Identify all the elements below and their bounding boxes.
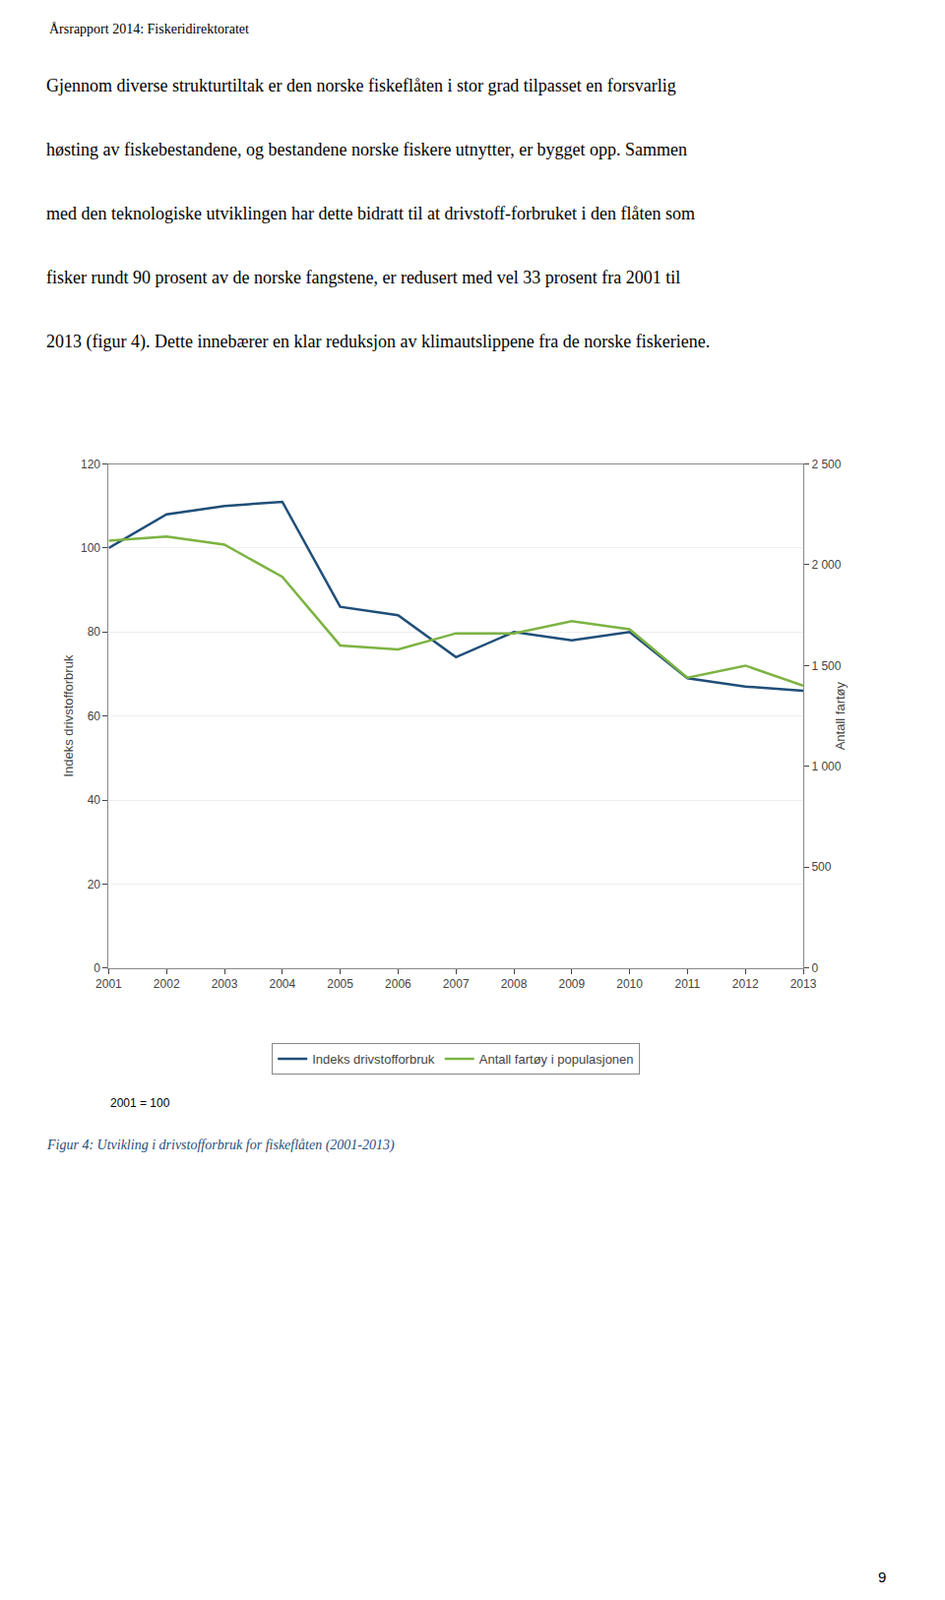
svg-text:Indeks drivstofforbruk: Indeks drivstofforbruk bbox=[61, 654, 76, 778]
svg-text:2003: 2003 bbox=[211, 977, 239, 992]
svg-text:Gjennom diverse strukturtiltak: Gjennom diverse strukturtiltak er den no… bbox=[46, 75, 677, 96]
svg-text:2005: 2005 bbox=[326, 977, 354, 992]
svg-text:2009: 2009 bbox=[558, 977, 585, 992]
svg-text:2001 = 100: 2001 = 100 bbox=[110, 1096, 171, 1111]
svg-text:2006: 2006 bbox=[384, 977, 412, 992]
svg-text:2001: 2001 bbox=[95, 977, 123, 992]
svg-text:500: 500 bbox=[811, 860, 831, 875]
svg-text:Antall fartøy: Antall fartøy bbox=[833, 681, 849, 751]
svg-text:0: 0 bbox=[811, 961, 819, 976]
svg-text:2013: 2013 bbox=[790, 977, 818, 992]
svg-text:40: 40 bbox=[87, 793, 102, 808]
svg-text:2008: 2008 bbox=[501, 977, 528, 992]
svg-text:Figur 4: Utvikling i drivstoff: Figur 4: Utvikling i drivstofforbruk for… bbox=[46, 1137, 395, 1154]
svg-text:2002: 2002 bbox=[153, 977, 181, 992]
svg-text:Indeks drivstofforbruk: Indeks drivstofforbruk bbox=[312, 1052, 436, 1068]
svg-text:med den teknologiske utvikling: med den teknologiske utviklingen har det… bbox=[46, 203, 695, 224]
svg-text:1 000: 1 000 bbox=[811, 759, 841, 774]
svg-text:100: 100 bbox=[80, 541, 101, 556]
svg-text:2007: 2007 bbox=[442, 977, 470, 992]
svg-text:2 500: 2 500 bbox=[811, 457, 841, 472]
svg-text:2 000: 2 000 bbox=[811, 558, 841, 572]
svg-text:20: 20 bbox=[87, 878, 102, 892]
svg-text:1 500: 1 500 bbox=[811, 659, 841, 674]
svg-text:120: 120 bbox=[80, 457, 101, 472]
svg-text:Årsrapport 2014: Fiskeridirekt: Årsrapport 2014: Fiskeridirektoratet bbox=[49, 21, 250, 37]
svg-text:fisker rundt 90 prosent av de: fisker rundt 90 prosent av de norske fan… bbox=[46, 267, 681, 288]
svg-text:2010: 2010 bbox=[616, 977, 643, 992]
svg-text:2012: 2012 bbox=[732, 977, 759, 992]
svg-text:2013 (figur 4). Dette innebære: 2013 (figur 4). Dette innebærer en klar … bbox=[46, 331, 710, 353]
svg-text:80: 80 bbox=[87, 625, 102, 639]
svg-text:0: 0 bbox=[93, 961, 101, 976]
svg-text:2004: 2004 bbox=[268, 977, 296, 992]
svg-text:9: 9 bbox=[878, 1569, 886, 1586]
svg-text:60: 60 bbox=[87, 709, 102, 724]
svg-text:høsting av fiskebestandene, og: høsting av fiskebestandene, og bestanden… bbox=[46, 139, 688, 160]
svg-text:2011: 2011 bbox=[674, 977, 700, 992]
svg-text:Antall fartøy i populasjonen: Antall fartøy i populasjonen bbox=[479, 1052, 634, 1068]
